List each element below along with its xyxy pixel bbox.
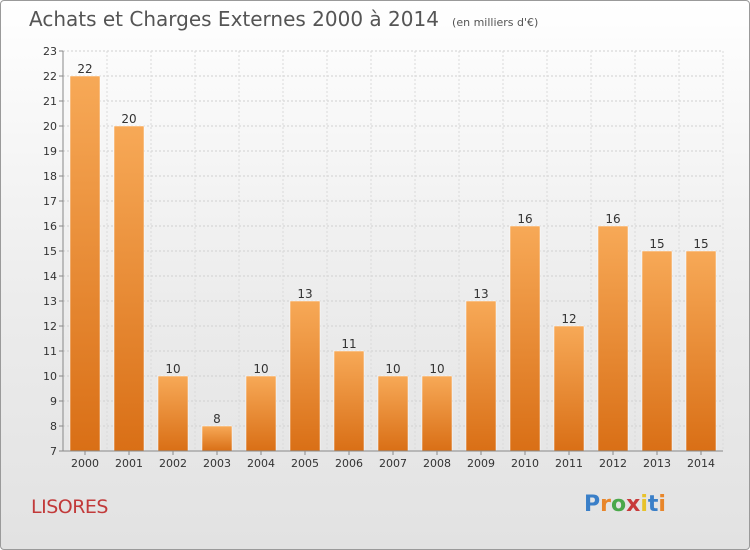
data-label: 15 — [693, 237, 708, 251]
bar-2009[interactable] — [465, 300, 497, 452]
x-tick-label: 2014 — [687, 457, 715, 470]
data-label: 13 — [297, 287, 312, 301]
y-tick-label: 22 — [43, 70, 57, 83]
data-label: 8 — [213, 412, 221, 426]
bar-2003[interactable] — [201, 425, 233, 452]
y-tick-label: 23 — [43, 45, 57, 58]
x-tick-label: 2006 — [335, 457, 363, 470]
y-tick-label: 19 — [43, 145, 57, 158]
bar-2007[interactable] — [377, 375, 409, 452]
data-label: 10 — [253, 362, 268, 376]
bars — [69, 75, 717, 452]
logo-letter: o — [610, 492, 627, 517]
x-tick-label: 2007 — [379, 457, 407, 470]
bar-2005[interactable] — [289, 300, 321, 452]
x-tick-label: 2005 — [291, 457, 319, 470]
logo-letter: i — [640, 492, 648, 517]
chart-title-block: Achats et Charges Externes 2000 à 2014 (… — [29, 7, 538, 31]
y-tick-label: 8 — [50, 420, 57, 433]
bar-2011[interactable] — [553, 325, 585, 452]
y-tick-label: 10 — [43, 370, 57, 383]
logo-letter: r — [600, 492, 611, 517]
x-tick-label: 2008 — [423, 457, 451, 470]
data-label: 11 — [341, 337, 356, 351]
y-tick-label: 9 — [50, 395, 57, 408]
x-tick-label: 2012 — [599, 457, 627, 470]
proxiti-logo[interactable]: Proxiti — [584, 492, 666, 517]
y-tick-label: 21 — [43, 95, 57, 108]
tick-labels: 7 8 9 10 11 12 13 14 15 16 17 18 19 20 21 22 23 22 2000 20 2… — [43, 45, 715, 470]
x-tick-label: 2003 — [203, 457, 231, 470]
bar-2002[interactable] — [157, 375, 189, 452]
y-tick-label: 12 — [43, 320, 57, 333]
data-label: 12 — [561, 312, 576, 326]
y-tick-label: 17 — [43, 195, 57, 208]
data-label: 13 — [473, 287, 488, 301]
x-tick-label: 2001 — [115, 457, 143, 470]
bar-2008[interactable] — [421, 375, 453, 452]
chart-title: Achats et Charges Externes 2000 à 2014 — [29, 7, 439, 31]
y-tick-label: 18 — [43, 170, 57, 183]
data-label: 16 — [605, 212, 620, 226]
x-tick-label: 2004 — [247, 457, 275, 470]
y-tick-label: 15 — [43, 245, 57, 258]
y-tick-label: 14 — [43, 270, 57, 283]
y-tick-label: 7 — [50, 445, 57, 458]
data-label: 15 — [649, 237, 664, 251]
y-tick-label: 20 — [43, 120, 57, 133]
bar-2006[interactable] — [333, 350, 365, 452]
x-tick-label: 2002 — [159, 457, 187, 470]
y-tick-label: 13 — [43, 295, 57, 308]
x-tick-label: 2013 — [643, 457, 671, 470]
chart-subtitle: (en milliers d'€) — [452, 16, 539, 29]
bar-2013[interactable] — [641, 250, 673, 452]
grid-lines — [62, 50, 724, 452]
bar-2012[interactable] — [597, 225, 629, 452]
data-label: 22 — [77, 62, 92, 76]
data-label: 20 — [121, 112, 136, 126]
data-label: 16 — [517, 212, 532, 226]
data-label: 10 — [429, 362, 444, 376]
data-label: 10 — [165, 362, 180, 376]
x-tick-label: 2009 — [467, 457, 495, 470]
axes — [59, 50, 723, 455]
bar-2001[interactable] — [113, 125, 145, 452]
bar-2000[interactable] — [69, 75, 101, 452]
commune-name: LISORES — [31, 496, 108, 518]
logo-letter: i — [658, 492, 666, 517]
bar-2010[interactable] — [509, 225, 541, 452]
logo-letter: P — [584, 492, 601, 517]
y-tick-label: 16 — [43, 220, 57, 233]
bar-2014[interactable] — [685, 250, 717, 452]
bar-2004[interactable] — [245, 375, 277, 452]
x-tick-label: 2000 — [71, 457, 99, 470]
x-tick-label: 2010 — [511, 457, 539, 470]
logo-letter: x — [626, 492, 641, 517]
data-label: 10 — [385, 362, 400, 376]
logo-letter: t — [647, 492, 659, 517]
y-tick-label: 11 — [43, 345, 57, 358]
x-tick-label: 2011 — [555, 457, 583, 470]
